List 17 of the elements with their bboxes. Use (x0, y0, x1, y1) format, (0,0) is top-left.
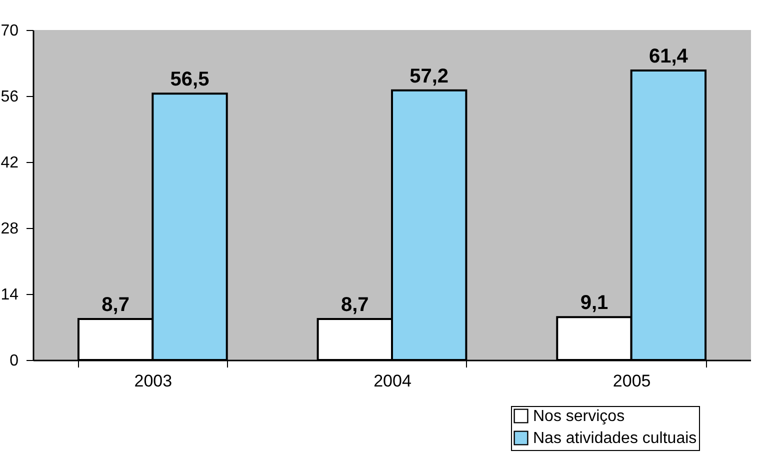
y-tick-label: 0 (10, 352, 19, 370)
y-tick-label: 70 (0, 22, 19, 40)
x-tick-label: 2003 (134, 372, 172, 390)
data-label: 8,7 (102, 294, 130, 316)
data-label: 9,1 (580, 292, 608, 314)
y-tick-label: 56 (0, 88, 19, 106)
data-label: 61,4 (648, 46, 689, 68)
data-label: 56,5 (170, 68, 210, 91)
legend-label: Nas atividades cultuais (533, 430, 697, 447)
x-tick-label: 2005 (612, 372, 651, 390)
legend-label: Nos serviços (533, 408, 625, 425)
x-tick-label: 2004 (374, 372, 412, 390)
data-label: 57,2 (410, 65, 449, 88)
y-tick-label: 14 (0, 286, 19, 304)
y-tick-label: 28 (0, 220, 19, 238)
y-tick-label: 42 (0, 154, 19, 172)
data-label: 8,7 (340, 294, 369, 316)
